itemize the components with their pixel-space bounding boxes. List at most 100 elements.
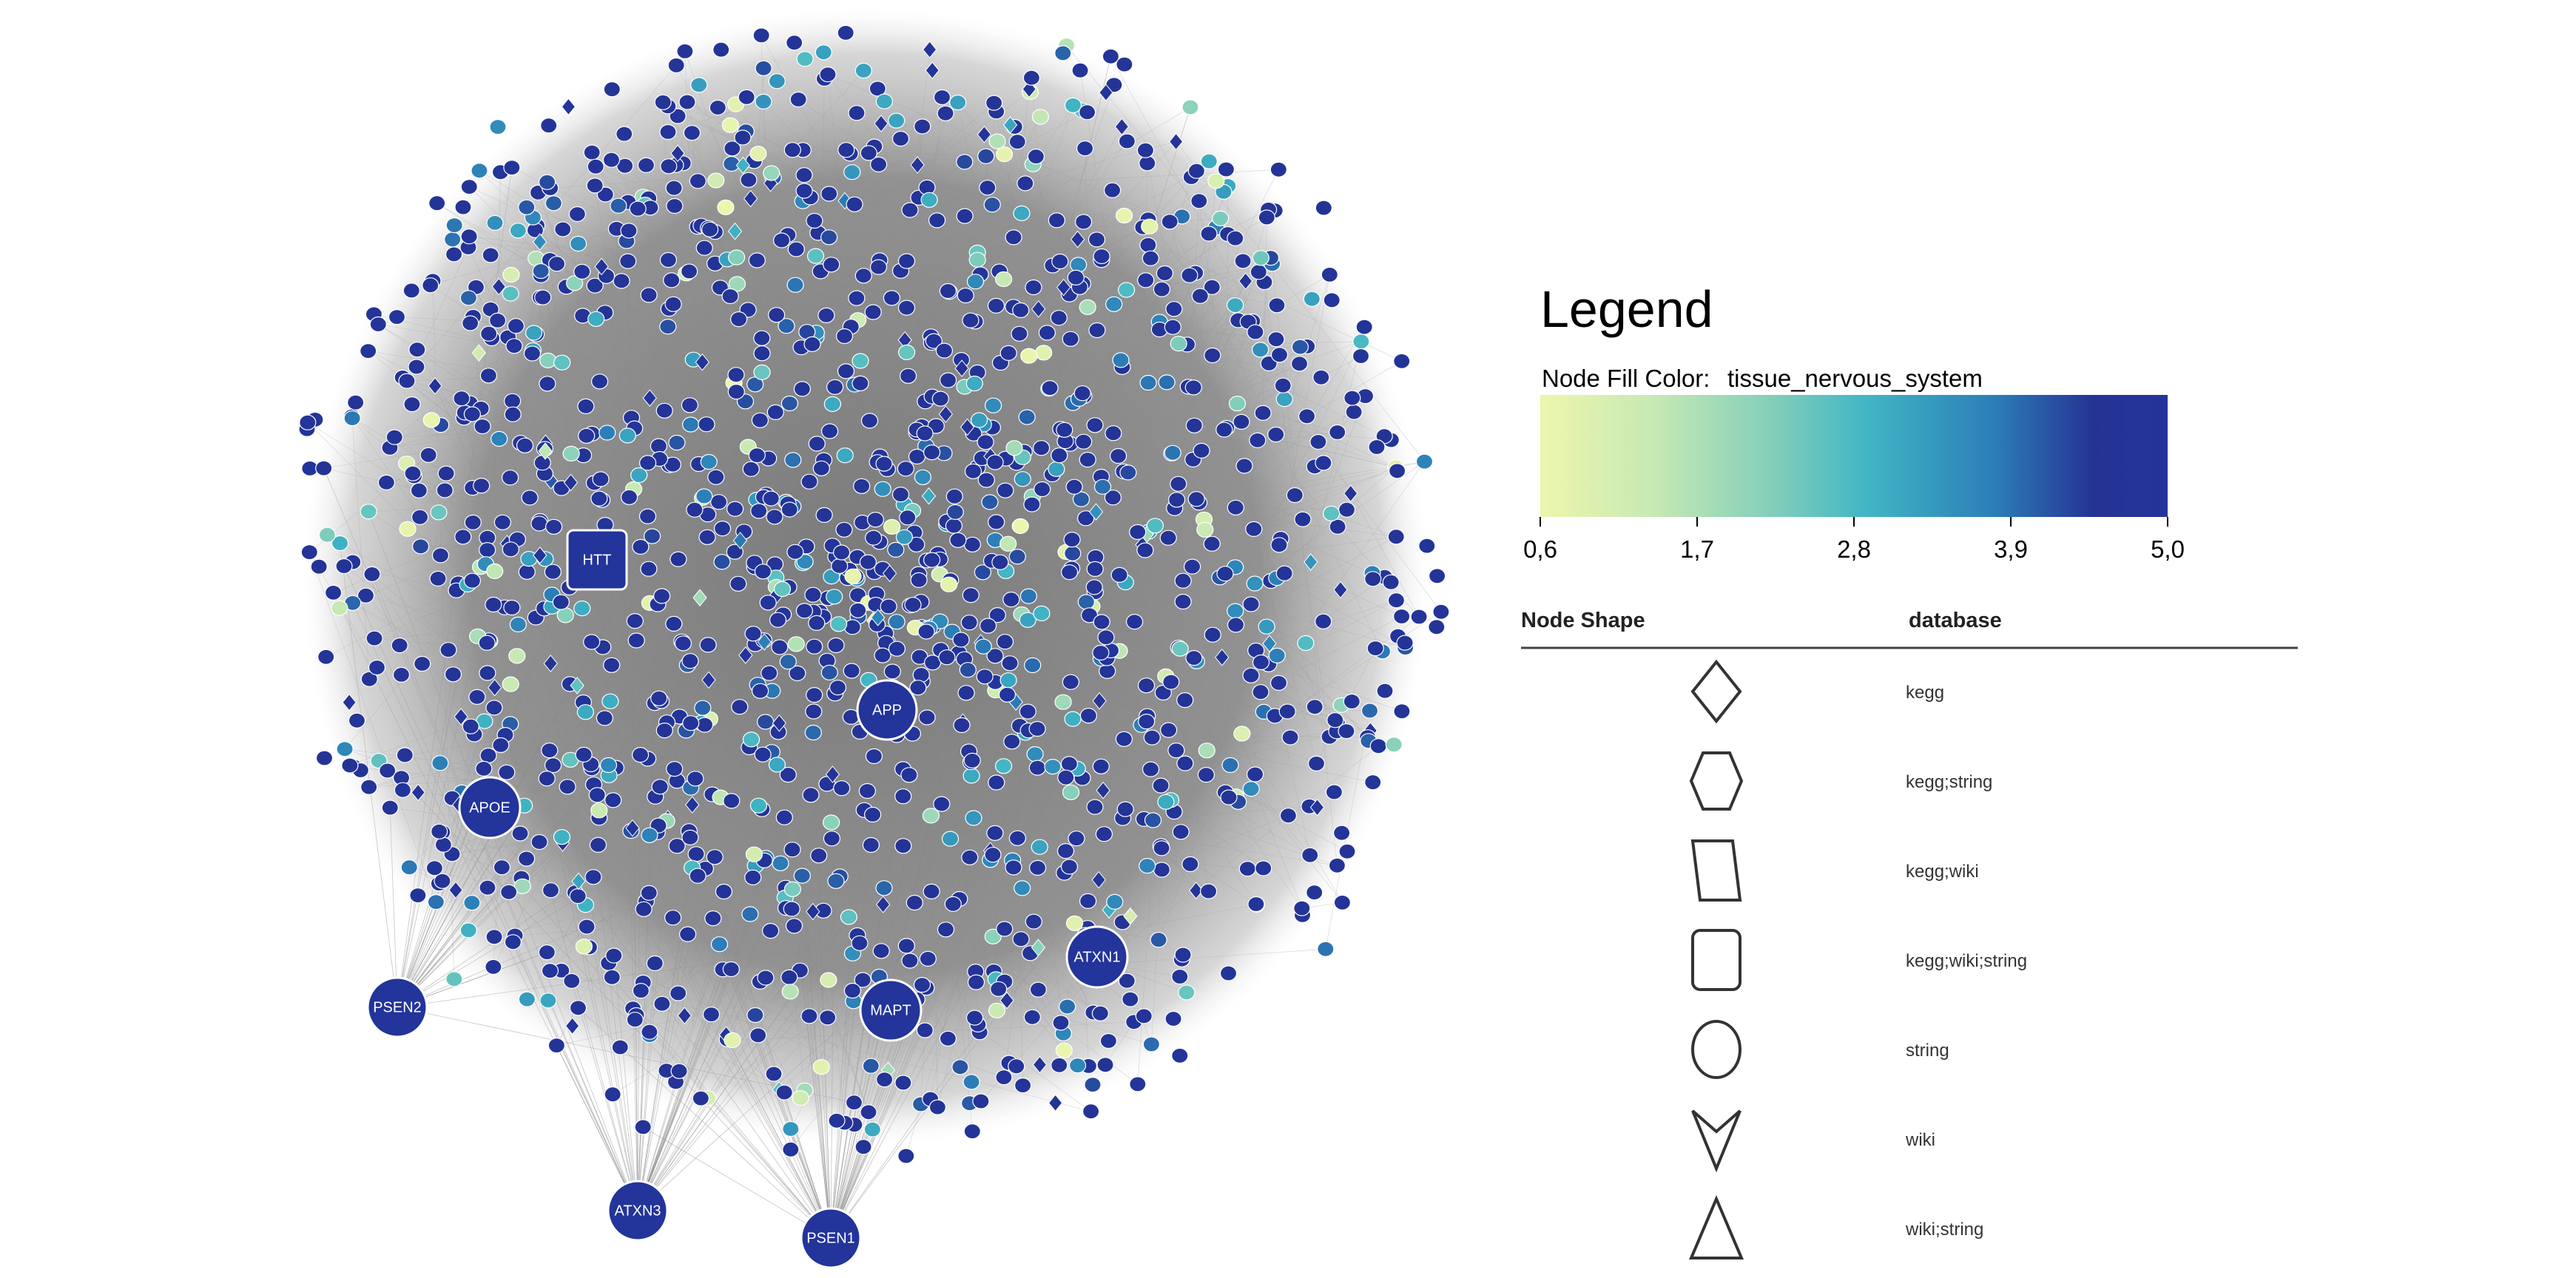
network-node[interactable]: [800, 1008, 818, 1024]
network-node[interactable]: [1008, 1058, 1025, 1075]
network-node[interactable]: [576, 704, 595, 720]
network-node[interactable]: [660, 158, 678, 175]
network-node[interactable]: [360, 503, 377, 520]
network-node[interactable]: [402, 283, 420, 299]
network-node[interactable]: [1105, 425, 1122, 442]
network-node[interactable]: [923, 552, 941, 568]
network-node[interactable]: [876, 896, 891, 913]
network-node[interactable]: [938, 405, 954, 423]
network-node[interactable]: [360, 671, 378, 687]
network-node[interactable]: [1051, 447, 1068, 464]
network-node[interactable]: [762, 490, 780, 507]
network-node[interactable]: [968, 251, 986, 268]
network-node[interactable]: [653, 588, 671, 604]
network-node[interactable]: [1329, 518, 1346, 535]
network-node[interactable]: [1198, 743, 1215, 759]
network-node[interactable]: [925, 61, 940, 79]
network-node[interactable]: [431, 823, 448, 839]
network-node[interactable]: [377, 474, 396, 491]
network-node[interactable]: [651, 779, 669, 795]
network-node[interactable]: [1032, 1055, 1048, 1074]
network-node[interactable]: [1238, 272, 1253, 290]
network-node[interactable]: [835, 521, 853, 538]
network-node[interactable]: [1016, 175, 1034, 192]
network-node[interactable]: [625, 819, 640, 837]
network-node[interactable]: [923, 655, 942, 671]
network-node[interactable]: [754, 746, 772, 763]
network-node[interactable]: [795, 167, 813, 183]
network-node[interactable]: [825, 765, 840, 783]
network-node[interactable]: [962, 768, 980, 784]
network-node[interactable]: [1352, 348, 1370, 365]
network-node[interactable]: [953, 717, 971, 734]
network-node[interactable]: [783, 881, 802, 897]
network-node[interactable]: [756, 714, 775, 730]
network-node[interactable]: [1200, 226, 1218, 242]
network-node[interactable]: [780, 395, 799, 412]
network-node[interactable]: [1118, 133, 1136, 149]
network-node[interactable]: [485, 958, 502, 976]
network-node[interactable]: [315, 460, 333, 476]
network-node[interactable]: [938, 649, 956, 666]
network-node[interactable]: [822, 814, 840, 831]
network-node[interactable]: [1252, 684, 1270, 700]
network-node[interactable]: [1293, 900, 1311, 916]
network-node[interactable]: [804, 586, 822, 603]
network-node[interactable]: [553, 829, 571, 845]
network-node[interactable]: [826, 589, 843, 605]
network-node[interactable]: [1025, 279, 1042, 296]
network-node[interactable]: [391, 637, 408, 654]
network-node[interactable]: [436, 482, 454, 498]
network-node[interactable]: [965, 1010, 984, 1026]
network-node[interactable]: [568, 206, 587, 223]
network-node[interactable]: [874, 647, 891, 663]
network-node[interactable]: [1079, 707, 1098, 724]
network-node[interactable]: [786, 35, 803, 51]
network-node[interactable]: [1088, 503, 1104, 521]
network-node[interactable]: [883, 290, 901, 306]
network-node[interactable]: [473, 477, 490, 494]
network-node[interactable]: [678, 94, 696, 110]
network-node[interactable]: [459, 922, 477, 939]
network-node[interactable]: [745, 846, 763, 862]
network-node[interactable]: [994, 758, 1013, 774]
network-node[interactable]: [894, 838, 912, 854]
network-node[interactable]: [1328, 857, 1346, 873]
network-node[interactable]: [750, 503, 768, 519]
network-node[interactable]: [964, 463, 982, 479]
network-node[interactable]: [779, 654, 797, 670]
network-node[interactable]: [899, 510, 917, 526]
network-node[interactable]: [1012, 931, 1030, 947]
network-node[interactable]: [704, 910, 722, 927]
network-node[interactable]: [682, 715, 700, 731]
network-node[interactable]: [563, 973, 581, 990]
network-node[interactable]: [1116, 56, 1133, 72]
network-node[interactable]: [638, 508, 657, 524]
network-node[interactable]: [781, 984, 799, 1000]
network-node[interactable]: [544, 564, 562, 580]
network-node[interactable]: [854, 62, 872, 79]
network-node[interactable]: [835, 328, 854, 345]
network-node[interactable]: [727, 222, 743, 240]
network-node[interactable]: [749, 1027, 767, 1044]
network-node[interactable]: [721, 288, 739, 305]
network-node[interactable]: [810, 848, 828, 864]
network-node[interactable]: [899, 368, 917, 384]
network-node[interactable]: [563, 473, 579, 492]
network-node[interactable]: [752, 27, 770, 44]
network-node[interactable]: [318, 527, 336, 543]
network-node[interactable]: [501, 470, 519, 486]
network-node[interactable]: [1068, 1057, 1087, 1074]
network-node[interactable]: [965, 375, 983, 392]
network-node[interactable]: [848, 290, 866, 306]
network-node[interactable]: [1267, 426, 1285, 443]
network-node[interactable]: [590, 490, 608, 507]
network-node[interactable]: [1096, 1057, 1114, 1073]
network-node[interactable]: [630, 467, 648, 484]
network-node[interactable]: [335, 558, 353, 575]
network-node[interactable]: [403, 396, 421, 413]
network-node[interactable]: [479, 368, 498, 384]
network-node[interactable]: [1093, 479, 1112, 495]
network-node[interactable]: [425, 860, 444, 876]
network-node[interactable]: [396, 747, 414, 763]
